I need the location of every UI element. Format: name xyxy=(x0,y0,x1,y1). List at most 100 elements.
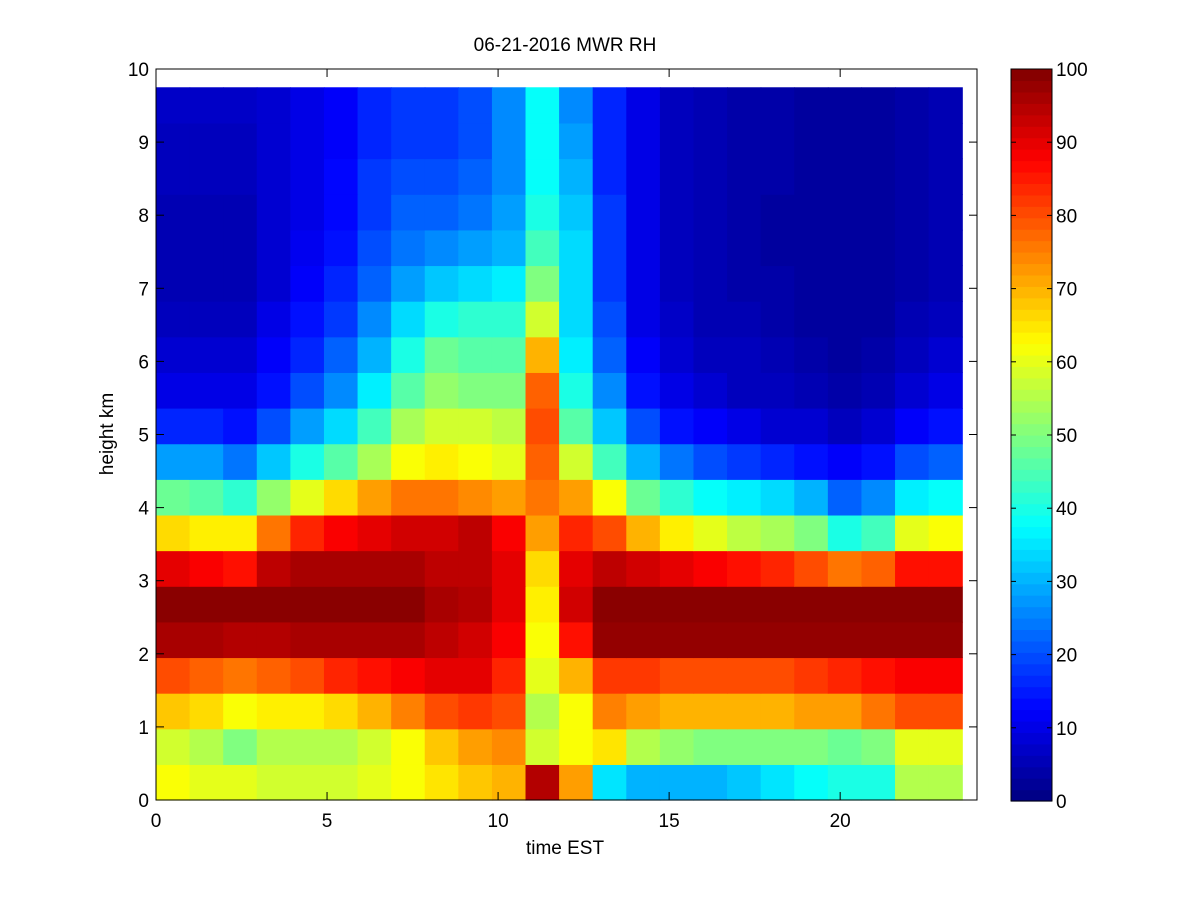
heatmap-cell xyxy=(626,693,661,730)
colorbar-swatch xyxy=(1011,698,1052,711)
colorbar-swatch xyxy=(1011,640,1052,653)
heatmap-cell xyxy=(189,301,224,338)
colorbar: 0 10 20 30 40 50 60 70 80 90 100 xyxy=(1010,60,1088,813)
heatmap-cell xyxy=(323,301,359,338)
heatmap-cell xyxy=(189,693,224,730)
heatmap-cell xyxy=(693,693,728,730)
heatmap-cell xyxy=(794,550,829,587)
heatmap-cell xyxy=(693,229,728,267)
heatmap-cell xyxy=(693,158,728,195)
heatmap-cell xyxy=(357,550,392,587)
heatmap-cell xyxy=(559,621,594,659)
heatmap-cell xyxy=(592,122,627,160)
heatmap-cell xyxy=(189,158,224,195)
heatmap-cell xyxy=(491,550,527,587)
heatmap-cell xyxy=(727,621,762,659)
colorbar-swatch xyxy=(1011,675,1052,688)
heatmap-cell xyxy=(256,301,291,338)
y-axis-label: height km xyxy=(97,393,118,475)
heatmap-cell xyxy=(928,265,963,302)
heatmap-cell xyxy=(189,764,224,801)
heatmap-cell xyxy=(458,87,493,124)
heatmap-cell xyxy=(156,265,191,302)
heatmap-cell xyxy=(391,479,426,516)
colorbar-tick-label: 70 xyxy=(1056,280,1077,301)
heatmap-cell xyxy=(626,229,661,267)
heatmap-cell xyxy=(525,764,560,801)
heatmap-cell xyxy=(491,408,527,445)
heatmap-cell xyxy=(794,301,829,338)
heatmap-cell xyxy=(424,693,459,730)
heatmap-cell xyxy=(290,408,325,445)
heatmap-cell xyxy=(391,301,426,338)
heatmap-cell xyxy=(794,336,829,373)
heatmap-cell xyxy=(323,194,359,231)
colorbar-swatch xyxy=(1011,69,1052,82)
heatmap-cell xyxy=(256,514,291,552)
heatmap-cell xyxy=(861,408,896,445)
colorbar-swatch xyxy=(1011,457,1052,470)
heatmap-cell xyxy=(861,764,896,801)
heatmap-cell xyxy=(290,265,325,302)
heatmap-cell xyxy=(827,764,863,801)
heatmap-cell xyxy=(424,229,459,267)
heatmap-cell xyxy=(491,229,527,267)
heatmap-cell xyxy=(357,301,392,338)
heatmap-cell xyxy=(626,550,661,587)
heatmap-cell xyxy=(223,621,258,659)
heatmap-cell xyxy=(391,158,426,195)
heatmap-cell xyxy=(928,764,963,801)
colorbar-swatch xyxy=(1011,366,1052,379)
heatmap-cell xyxy=(727,514,762,552)
colorbar-swatch xyxy=(1011,492,1052,505)
heatmap-cell xyxy=(659,408,695,445)
heatmap-cell xyxy=(525,728,560,765)
colorbar-swatch xyxy=(1011,149,1052,162)
heatmap-cell xyxy=(525,122,560,160)
heatmap-cell xyxy=(424,443,459,480)
heatmap-cell xyxy=(424,764,459,801)
heatmap-cell xyxy=(659,87,695,124)
heatmap-cell xyxy=(458,336,493,373)
heatmap-cell xyxy=(928,621,963,659)
heatmap-cell xyxy=(895,194,930,231)
heatmap-cell xyxy=(189,443,224,480)
heatmap-cell xyxy=(458,443,493,480)
heatmap-cell xyxy=(693,657,728,694)
x-tick-label: 15 xyxy=(659,811,680,832)
heatmap-cell xyxy=(693,586,728,623)
heatmap-cell xyxy=(659,621,695,659)
heatmap-cell xyxy=(659,158,695,195)
heatmap-cell xyxy=(659,443,695,480)
heatmap-cell xyxy=(156,764,191,801)
heatmap-cell xyxy=(827,87,863,124)
heatmap-cell xyxy=(223,408,258,445)
colorbar-swatch xyxy=(1011,126,1052,139)
colorbar-swatch xyxy=(1011,732,1052,745)
heatmap-cell xyxy=(559,229,594,267)
heatmap-cell xyxy=(895,693,930,730)
heatmap-cell xyxy=(827,372,863,409)
heatmap-cell xyxy=(895,586,930,623)
heatmap-cell xyxy=(827,479,863,516)
heatmap-cell xyxy=(357,194,392,231)
heatmap-cell xyxy=(391,122,426,160)
heatmap-cell xyxy=(391,621,426,659)
heatmap-cell xyxy=(693,621,728,659)
heatmap-cell xyxy=(659,514,695,552)
heatmap-cell xyxy=(458,229,493,267)
heatmap-cell xyxy=(391,728,426,765)
heatmap-cell xyxy=(458,265,493,302)
colorbar-tick-label: 50 xyxy=(1056,426,1077,447)
heatmap-cell xyxy=(928,693,963,730)
colorbar-swatch xyxy=(1011,572,1052,585)
heatmap-cell xyxy=(424,657,459,694)
heatmap-cell xyxy=(559,158,594,195)
heatmap-cell xyxy=(827,550,863,587)
heatmap-cell xyxy=(760,229,795,267)
heatmap-cell xyxy=(827,443,863,480)
heatmap-cell xyxy=(357,621,392,659)
heatmap-cell xyxy=(156,194,191,231)
heatmap-cell xyxy=(895,728,930,765)
y-tick-label: 5 xyxy=(138,426,149,447)
